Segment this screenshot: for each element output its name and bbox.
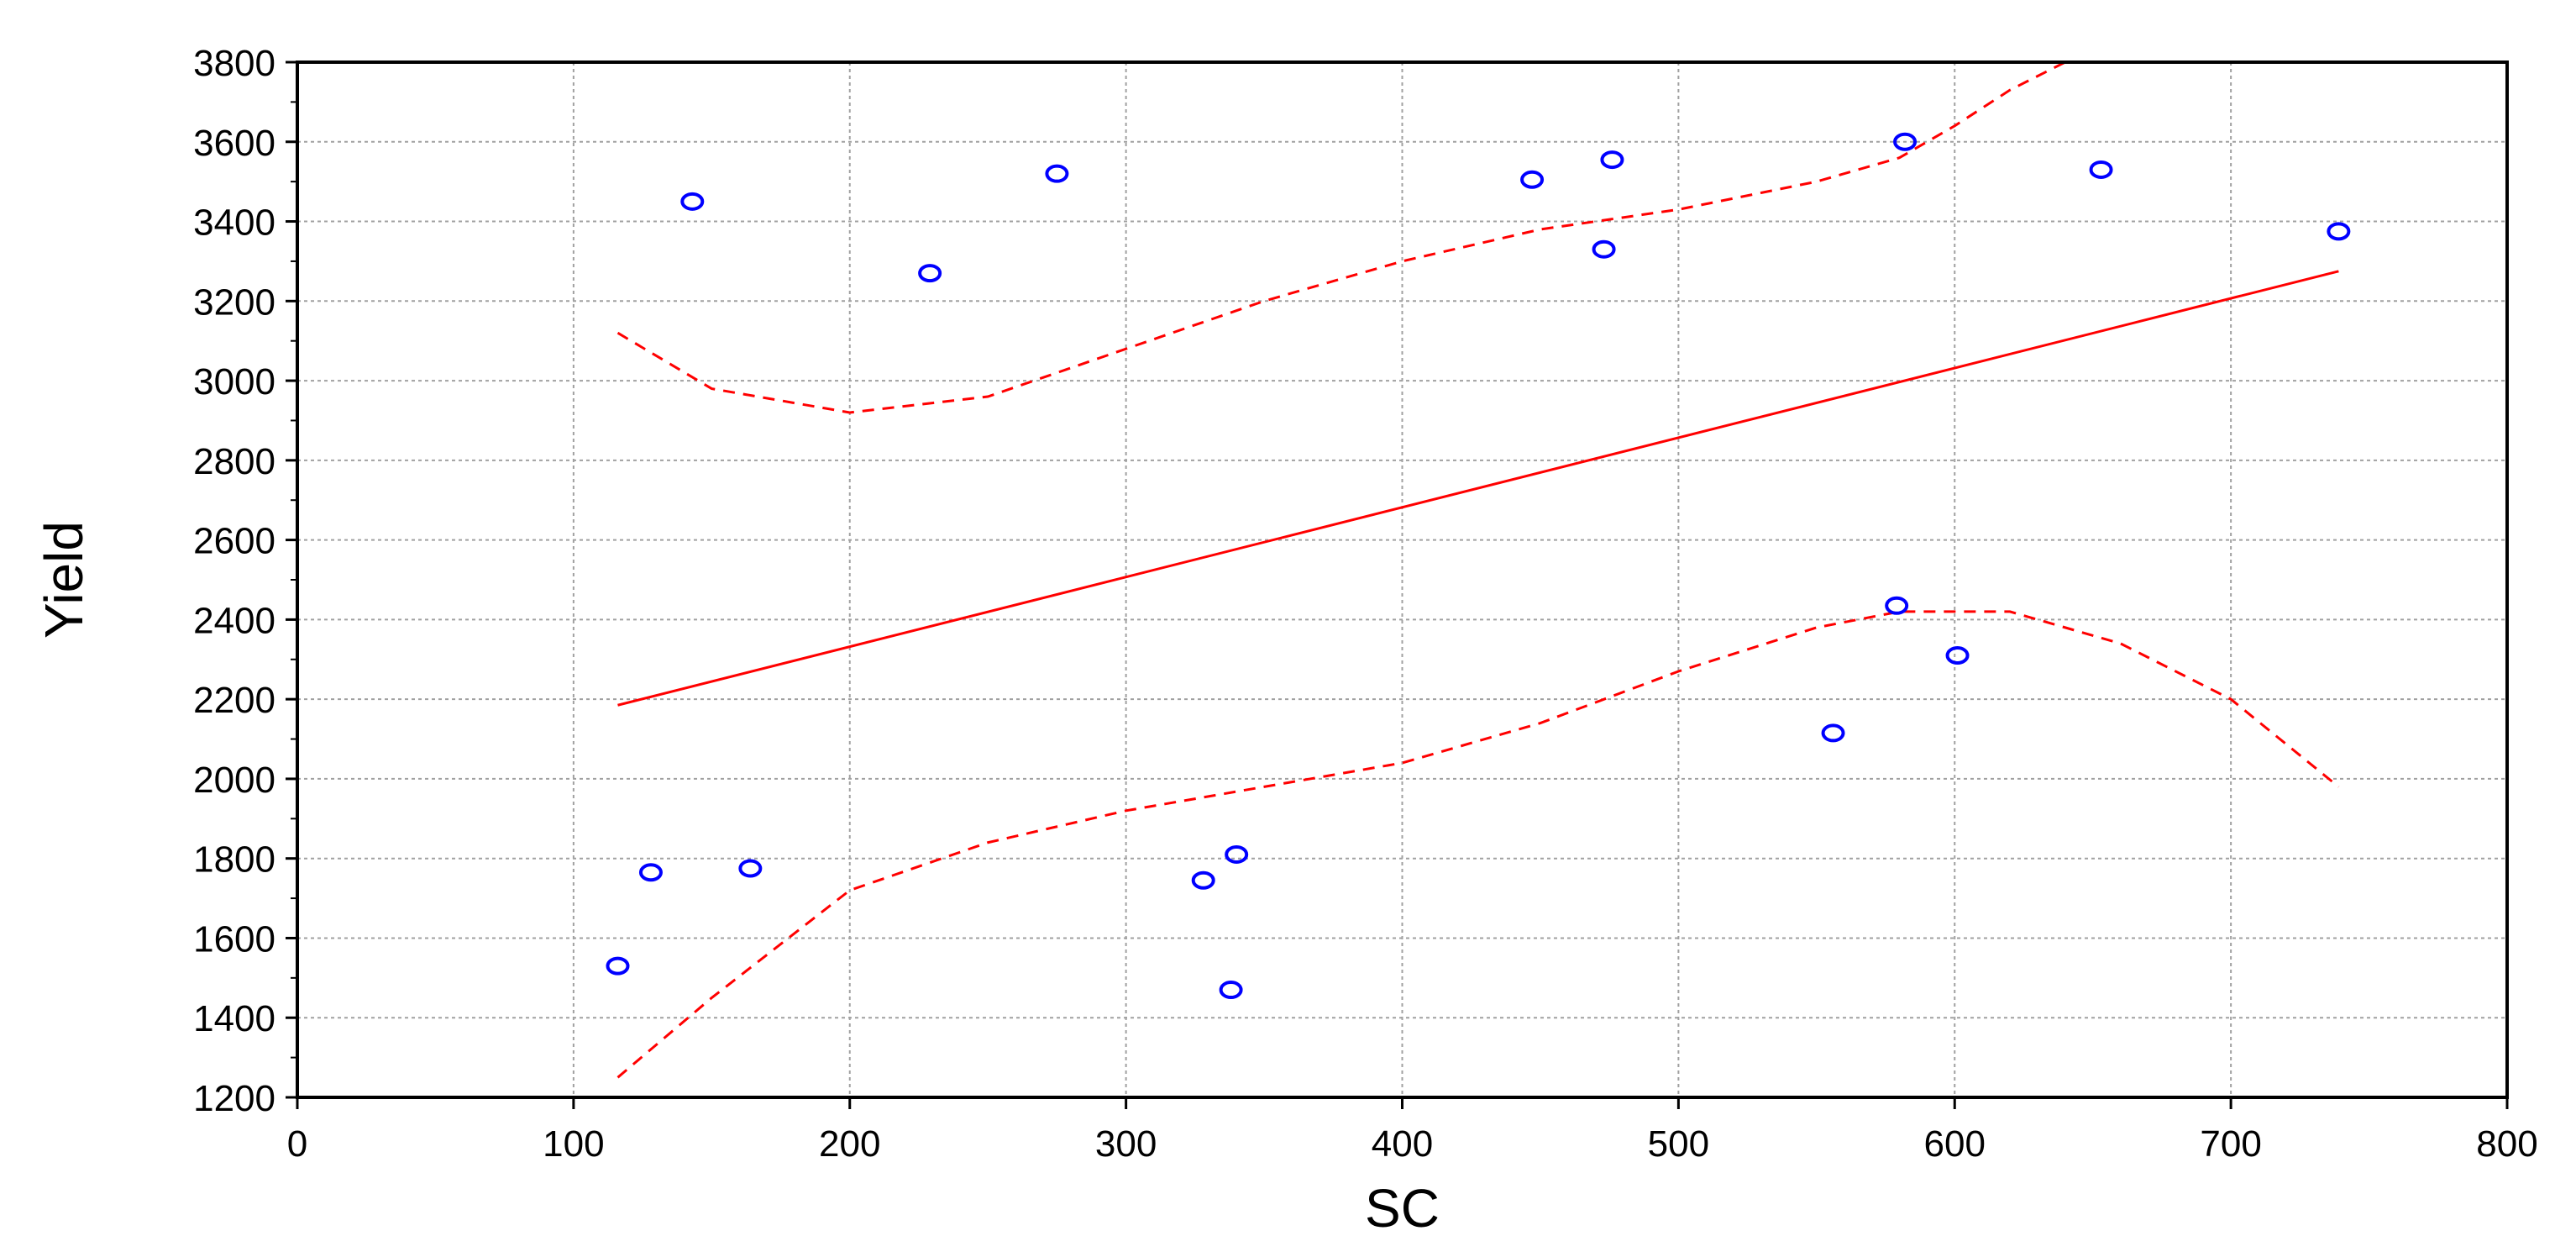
x-axis-title: SC	[1365, 1178, 1440, 1239]
upper-confidence-band	[616, 60, 2066, 414]
data-point	[1219, 981, 1243, 1000]
x-tick-label: 100	[543, 1123, 604, 1165]
regression-line	[617, 270, 2339, 707]
data-point	[1592, 239, 1616, 259]
y-tick-label: 2400	[193, 600, 275, 641]
data-point	[1600, 150, 1624, 170]
y-tick-label: 1600	[193, 918, 275, 960]
y-axis-title: Yield	[34, 521, 94, 639]
x-tick-label: 600	[1924, 1123, 1986, 1165]
data-point	[1893, 132, 1918, 151]
x-tick-label: 0	[287, 1123, 307, 1165]
data-point	[738, 859, 763, 878]
confidence-bands	[616, 60, 2340, 1079]
data-point	[1821, 723, 1845, 743]
x-tick-label: 400	[1372, 1123, 1433, 1165]
data-point	[606, 956, 630, 976]
x-tick-label: 800	[2476, 1123, 2537, 1165]
x-tick-label: 500	[1648, 1123, 1709, 1165]
y-tick-label: 1200	[193, 1078, 275, 1119]
x-tick-label: 700	[2200, 1123, 2261, 1165]
y-tick-label: 2200	[193, 680, 275, 721]
data-point	[638, 863, 663, 882]
x-tick-label: 200	[819, 1123, 880, 1165]
data-point	[1945, 646, 1970, 665]
y-tick-label: 1800	[193, 839, 275, 881]
y-tick-label: 2600	[193, 521, 275, 562]
data-point	[2089, 160, 2113, 179]
fit-line	[617, 270, 2339, 707]
y-tick-labels: 1200 1400 1600 1800 2000 2200 2400 2600 2800 3000…	[193, 43, 297, 1119]
data-point	[1885, 596, 1909, 615]
data-point	[918, 264, 942, 283]
data-point	[1191, 870, 1215, 890]
y-tick-label: 3400	[193, 202, 275, 244]
grid-lines	[297, 62, 2507, 1097]
x-tick-labels: 0 100 200 300 400 500 600 700 800	[287, 1097, 2538, 1165]
y-tick-label: 3800	[193, 43, 275, 84]
y-tick-label: 3000	[193, 361, 275, 402]
y-tick-label: 2800	[193, 441, 275, 482]
y-tick-label: 1400	[193, 998, 275, 1039]
data-point	[1045, 164, 1069, 183]
y-tick-label: 2000	[193, 760, 275, 801]
data-point	[680, 192, 705, 211]
data-points	[606, 132, 2351, 1000]
data-point	[2327, 222, 2351, 241]
data-point	[1225, 844, 1249, 864]
y-tick-label: 3200	[193, 281, 275, 323]
x-tick-label: 300	[1095, 1123, 1157, 1165]
y-tick-label: 3600	[193, 123, 275, 164]
lower-confidence-band	[616, 610, 2340, 1079]
data-point	[1520, 170, 1545, 189]
